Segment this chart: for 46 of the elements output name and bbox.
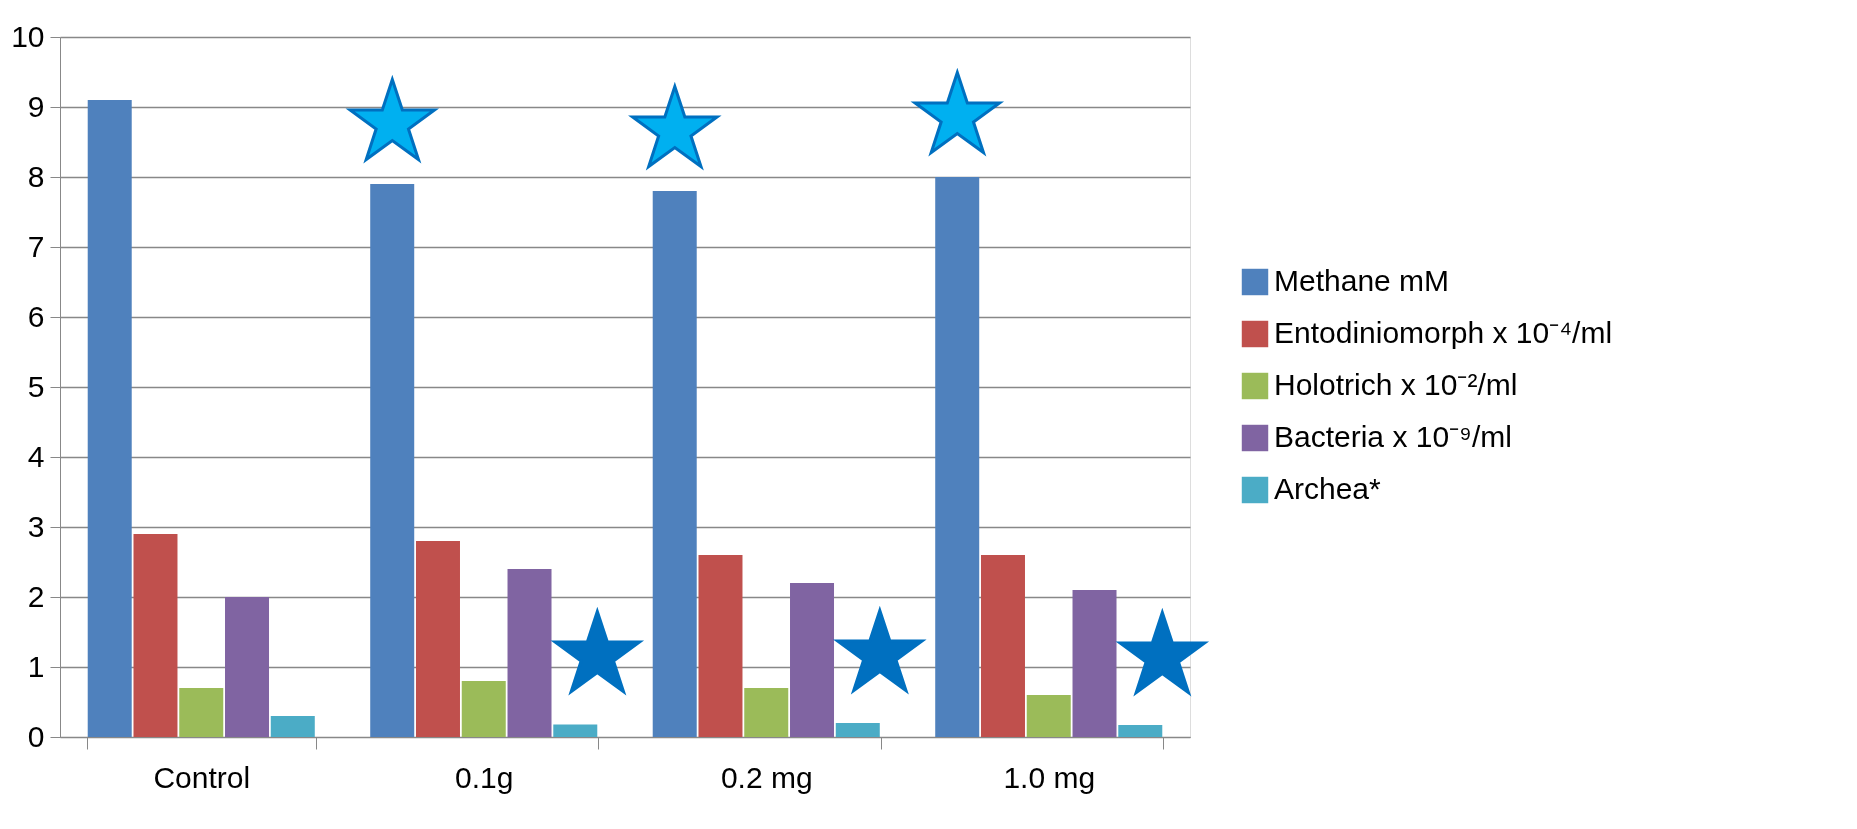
legend-label: Archea*: [1274, 472, 1382, 505]
bar: [980, 555, 1025, 737]
bar: [87, 100, 132, 737]
y-tick-label: 2: [27, 579, 45, 613]
annotation: ★: [907, 50, 1007, 178]
bar: [461, 681, 506, 737]
x-tick-label: 0.1g: [455, 760, 514, 794]
bar: [179, 688, 224, 737]
bar: [553, 724, 598, 737]
bar: [507, 569, 552, 737]
y-tick-label: 1: [27, 649, 45, 683]
x-tick-label: 1.0 mg: [1003, 760, 1096, 794]
bar: [744, 688, 789, 737]
legend-label: Methane mM: [1274, 264, 1450, 297]
bar: [1026, 695, 1071, 737]
bar: [225, 597, 270, 737]
annotation: ★: [830, 588, 930, 716]
legend-label: Entodiniomorph x 10⁻⁴/ml: [1274, 316, 1613, 349]
x-tick-label: 0.2 mg: [720, 760, 813, 794]
annotation: ★: [625, 64, 725, 192]
bar: [1072, 590, 1117, 737]
bar: [415, 541, 460, 737]
y-tick-label: 4: [27, 439, 45, 473]
bar: [698, 555, 743, 737]
y-tick-label: 3: [27, 509, 45, 543]
y-tick-label: 7: [27, 229, 45, 263]
bar: [1118, 725, 1163, 737]
bar: [652, 191, 697, 737]
annotation: ★: [547, 589, 647, 718]
bar: [935, 177, 980, 737]
y-tick-label: 8: [27, 159, 45, 193]
bar: [133, 534, 178, 737]
bar: [790, 583, 835, 737]
annotation: ★: [342, 57, 442, 185]
legend-label: Bacteria x 10⁻⁹/ml: [1274, 420, 1512, 453]
bar: [835, 723, 880, 737]
bar: [270, 716, 315, 737]
bar: [370, 184, 415, 737]
y-tick-label: 0: [27, 719, 45, 753]
annotation: ★: [1112, 590, 1212, 719]
legend-label: Holotrich x 10⁻²/ml: [1274, 368, 1518, 401]
x-tick-label: Control: [153, 760, 251, 794]
y-tick-label: 6: [27, 299, 45, 333]
y-tick-label: 5: [27, 369, 45, 403]
y-tick-label: 10: [11, 19, 45, 53]
y-tick-label: 9: [27, 89, 45, 123]
